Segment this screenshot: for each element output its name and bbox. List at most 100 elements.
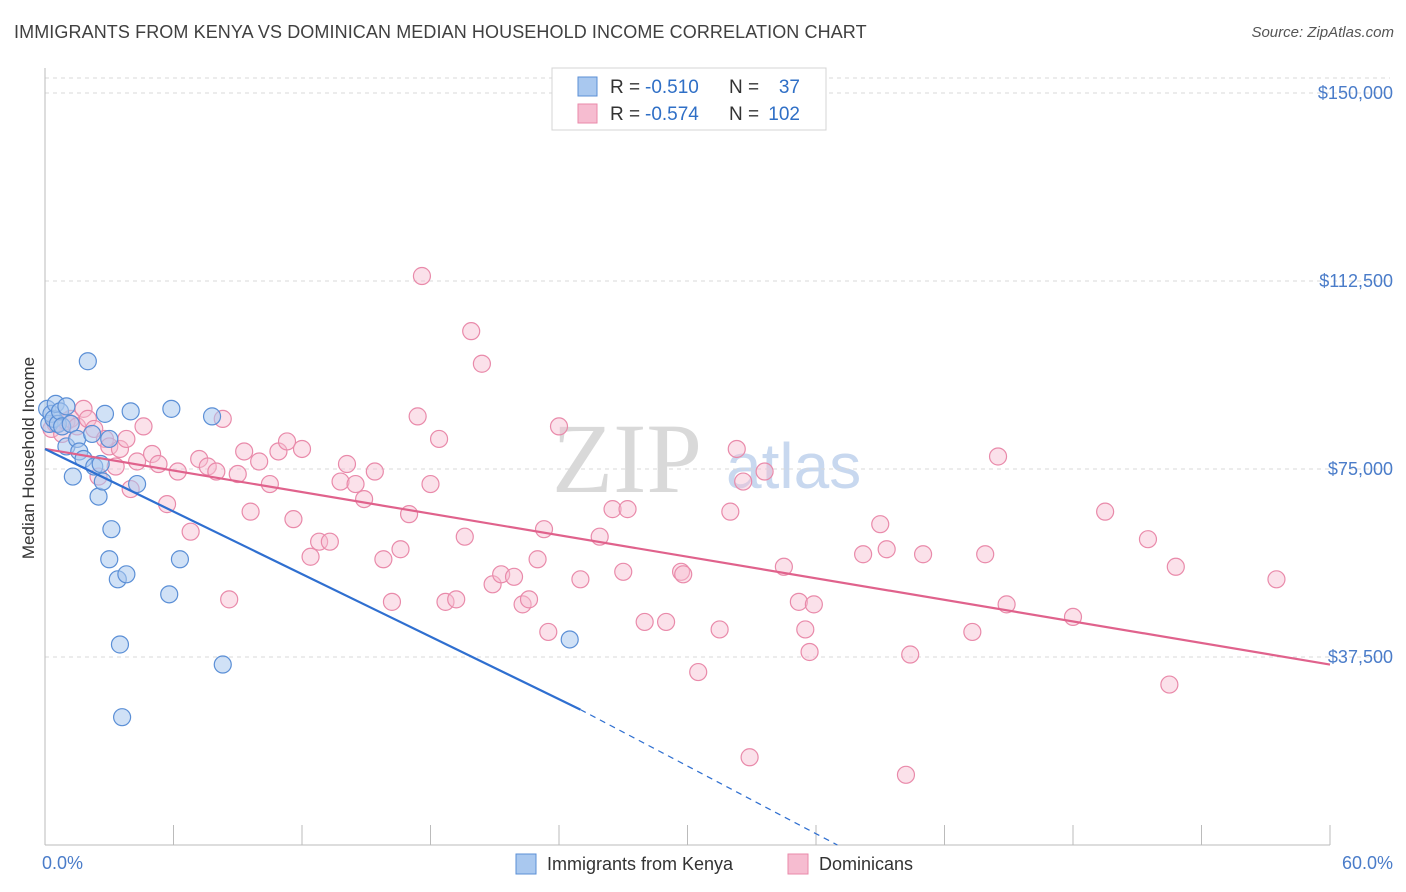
point-kenya	[93, 472, 112, 491]
point-dominicans	[260, 474, 279, 494]
point-dominicans	[976, 545, 995, 564]
point-dominicans	[134, 417, 153, 436]
point-kenya	[117, 565, 136, 584]
point-dominicans	[436, 592, 455, 611]
point-kenya	[110, 635, 130, 654]
point-dominicans	[292, 439, 312, 459]
point-kenya	[213, 655, 232, 674]
legend-swatch-kenya	[577, 76, 598, 97]
point-dominicans	[734, 472, 753, 491]
point-dominicans	[796, 620, 815, 639]
point-dominicans	[374, 550, 393, 569]
series-legend-label-kenya: Immigrants from Kenya	[547, 854, 734, 874]
point-kenya	[78, 352, 97, 371]
point-dominicans	[157, 495, 177, 514]
point-dominicans	[127, 452, 147, 471]
point-kenya	[112, 708, 132, 727]
y-axis-title: Median Household Income	[19, 357, 38, 559]
point-dominicans	[614, 562, 633, 581]
point-dominicans	[539, 622, 558, 642]
point-dominicans	[207, 462, 226, 481]
point-dominicans	[365, 462, 384, 481]
point-dominicans	[447, 590, 466, 609]
legend-swatch-dominicans	[577, 103, 598, 124]
legend-r-value-kenya: -0.510	[645, 77, 699, 98]
point-dominicans	[337, 454, 357, 474]
axes	[44, 68, 1331, 846]
watermark-atlas: atlas	[726, 430, 861, 502]
point-dominicans	[355, 489, 374, 509]
point-dominicans	[320, 532, 339, 551]
point-kenya	[100, 429, 119, 449]
watermark-zip: ZIP	[552, 403, 702, 514]
point-dominicans	[198, 457, 217, 476]
series-legend-label-dominicans: Dominicans	[819, 854, 913, 874]
point-dominicans	[277, 432, 297, 451]
point-dominicans	[408, 407, 427, 426]
point-kenya	[160, 585, 179, 604]
point-kenya	[170, 550, 190, 569]
point-dominicans	[421, 474, 440, 494]
point-kenya	[83, 424, 102, 444]
point-dominicans	[462, 322, 481, 341]
point-dominicans	[774, 557, 793, 576]
legend-r-label-dominicans: R =	[610, 104, 640, 125]
trend-lines	[44, 447, 1331, 846]
point-dominicans	[689, 662, 708, 682]
point-dominicans	[727, 439, 746, 459]
y-tick-label: $75,000	[1328, 459, 1393, 479]
legend-r-label-kenya: R =	[610, 77, 640, 98]
point-dominicans	[220, 590, 239, 609]
point-dominicans	[181, 522, 200, 541]
point-dominicans	[1138, 530, 1158, 549]
point-dominicans	[235, 442, 254, 461]
legend-r-value-dominicans: -0.574	[645, 104, 699, 125]
point-kenya	[63, 467, 82, 486]
trend-line-kenya-extension	[580, 709, 838, 846]
point-dominicans	[346, 474, 365, 494]
point-dominicans	[710, 620, 729, 639]
point-dominicans	[382, 592, 402, 611]
chart-source: Source: ZipAtlas.com	[1251, 24, 1394, 41]
point-dominicans	[755, 462, 774, 481]
point-dominicans	[740, 748, 759, 767]
legend-n-label-kenya: N =	[729, 77, 759, 98]
point-kenya	[162, 399, 181, 418]
chart-title: IMMIGRANTS FROM KENYA VS DOMINICAN MEDIA…	[14, 22, 867, 42]
point-dominicans	[301, 547, 320, 566]
point-dominicans	[963, 622, 982, 642]
point-dominicans	[988, 447, 1008, 466]
point-dominicans	[1160, 675, 1179, 694]
point-kenya	[89, 487, 108, 506]
point-kenya	[102, 520, 121, 539]
point-dominicans	[1267, 570, 1286, 589]
point-dominicans	[603, 500, 622, 519]
point-kenya	[61, 414, 80, 434]
point-kenya	[95, 404, 115, 423]
point-dominicans	[534, 520, 554, 539]
point-dominicans	[472, 354, 491, 373]
legend-n-value-kenya: 37	[779, 77, 800, 98]
trend-line-kenya	[44, 447, 581, 711]
series-legend: Immigrants from Kenya Dominicans	[515, 853, 913, 875]
point-dominicans	[804, 595, 823, 614]
series-kenya	[38, 352, 579, 727]
point-dominicans	[455, 527, 474, 546]
y-tick-label: $112,500	[1319, 271, 1393, 291]
trend-line-dominicans	[44, 447, 1331, 666]
point-dominicans	[528, 550, 547, 569]
y-tick-label: $150,000	[1318, 83, 1393, 103]
point-dominicans	[549, 417, 569, 436]
point-dominicans	[871, 515, 890, 534]
stats-legend: R = -0.510 N = 37 R = -0.574 N = 102	[551, 67, 827, 131]
point-dominicans	[412, 266, 432, 286]
point-dominicans	[284, 510, 303, 529]
point-dominicans	[310, 532, 329, 551]
point-dominicans	[877, 540, 896, 559]
point-dominicans	[674, 565, 693, 584]
point-dominicans	[671, 562, 691, 581]
point-dominicans	[656, 612, 676, 632]
point-dominicans	[789, 592, 808, 611]
point-kenya	[121, 402, 140, 421]
